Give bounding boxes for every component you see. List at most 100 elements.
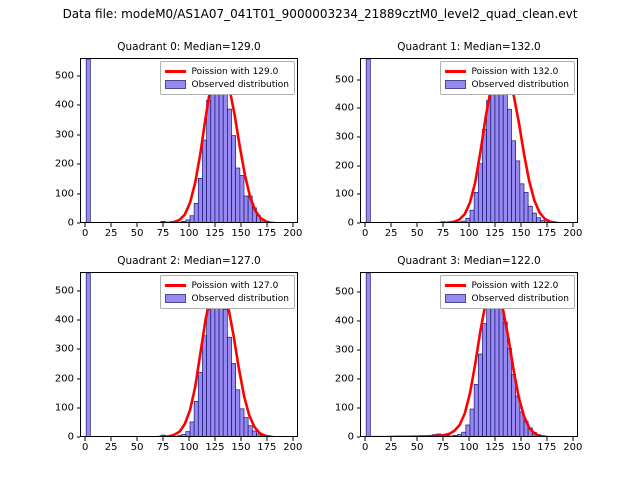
x-tick-mark [494, 437, 496, 441]
y-tick-label: 400 [54, 314, 74, 326]
subplot-title-quadrant-1: Quadrant 1: Median=132.0 [397, 41, 541, 53]
y-tick-mark [356, 436, 360, 438]
x-tick-label: 100 [459, 228, 479, 239]
histogram-bar [181, 221, 187, 222]
y-tick-label: 300 [54, 343, 74, 355]
legend-quadrant-0[interactable]: Poission with 129.0 Observed distribution [159, 61, 295, 95]
histogram-bar [268, 221, 274, 222]
x-tick-label: 0 [82, 228, 89, 239]
x-tick-label: 25 [384, 442, 398, 453]
histogram-bar [502, 85, 508, 222]
x-tick-label: 25 [104, 228, 118, 239]
histogram-bar [235, 389, 241, 436]
legend-patch-swatch-icon [164, 294, 186, 303]
x-tick-mark [214, 437, 216, 441]
y-tick-mark [356, 107, 360, 109]
y-tick-mark [76, 407, 80, 409]
y-tick-label: 300 [334, 344, 354, 356]
y-tick-mark [76, 193, 80, 195]
histogram-bar [511, 140, 517, 222]
histogram-bar [202, 335, 207, 436]
histogram-bar [461, 220, 467, 222]
histogram-bar [202, 139, 207, 222]
x-tick-mark [468, 223, 470, 227]
histogram-bar [482, 323, 487, 436]
histogram-bar [473, 192, 479, 222]
histogram-bar [477, 353, 483, 436]
histogram-bar [227, 108, 232, 222]
x-tick-label: 25 [384, 228, 398, 239]
histogram-bar [210, 79, 216, 222]
x-tick-label: 100 [179, 228, 199, 239]
x-tick-label: 200 [283, 442, 303, 453]
x-tick-label: 50 [130, 228, 144, 239]
legend-entry-poisson: Poission with 122.0 [444, 279, 569, 292]
legend-label-poisson: Poission with 127.0 [191, 280, 279, 291]
y-tick-mark [76, 222, 80, 224]
histogram-bar [365, 59, 371, 222]
x-tick-mark [162, 223, 164, 227]
histogram-bar [448, 435, 454, 436]
histogram-bar [189, 215, 195, 222]
histogram-bar [243, 195, 249, 222]
histogram-bar [498, 298, 504, 436]
x-tick-mark [572, 223, 574, 227]
histogram-bars-quadrant-0 [85, 59, 274, 222]
y-tick-label: 0 [347, 431, 354, 443]
histogram-bar [210, 291, 216, 436]
legend-line-swatch-icon [444, 70, 466, 73]
histogram-bar [465, 424, 471, 436]
y-tick-label: 0 [67, 431, 74, 443]
y-tick-label: 400 [334, 315, 354, 327]
histogram-bars-quadrant-1 [365, 59, 550, 222]
histogram-bar [515, 160, 521, 222]
histogram-bar [473, 384, 479, 436]
legend-label-poisson: Poission with 122.0 [471, 280, 559, 291]
histogram-bar [527, 205, 533, 222]
y-tick-mark [356, 222, 360, 224]
legend-entry-poisson: Poission with 127.0 [164, 279, 289, 292]
y-tick-label: 200 [54, 373, 74, 385]
y-tick-label: 200 [334, 373, 354, 385]
histogram-bar [239, 408, 245, 436]
y-tick-mark [76, 75, 80, 77]
histogram-bar [477, 163, 483, 222]
x-tick-mark [442, 437, 444, 441]
legend-quadrant-1[interactable]: Poission with 132.0 Observed distribution [439, 61, 575, 95]
x-tick-mark [266, 437, 268, 441]
histogram-bar [490, 292, 496, 436]
histogram-bar [540, 435, 546, 436]
x-tick-label: 50 [130, 442, 144, 453]
legend-line-swatch-icon [444, 284, 466, 287]
subplot-quadrant-1: Quadrant 1: Median=132.0 0 100 200 300 400 500… [335, 41, 582, 239]
histogram-bar [222, 85, 228, 222]
y-tick-mark [76, 319, 80, 321]
legend-entry-observed: Observed distribution [164, 292, 289, 305]
legend-label-poisson: Poission with 129.0 [191, 66, 279, 77]
y-tick-mark [76, 436, 80, 438]
histogram-bar [231, 363, 237, 436]
legend-label-observed: Observed distribution [471, 293, 569, 304]
x-tick-label: 175 [537, 228, 557, 239]
x-tick-mark [292, 437, 294, 441]
histogram-bar [365, 273, 371, 436]
y-tick-mark [356, 378, 360, 380]
legend-quadrant-3[interactable]: Poission with 122.0 Observed distribution [439, 275, 575, 309]
plot-canvas-quadrant-0 [85, 59, 277, 222]
histogram-bar [193, 401, 199, 436]
histogram-bars-quadrant-2 [85, 273, 266, 436]
histogram-bar [469, 408, 475, 436]
legend-entry-observed: Observed distribution [444, 78, 569, 91]
histogram-bar [486, 100, 492, 222]
x-tick-label: 0 [362, 228, 369, 239]
x-tick-mark [546, 223, 548, 227]
x-tick-label: 200 [563, 442, 583, 453]
x-tick-mark [572, 437, 574, 441]
histogram-bar [544, 221, 550, 222]
legend-quadrant-2[interactable]: Poission with 127.0 Observed distribution [159, 275, 295, 309]
legend-label-observed: Observed distribution [191, 293, 289, 304]
histogram-bar [239, 175, 245, 222]
y-tick-mark [76, 348, 80, 350]
histogram-bar [251, 430, 257, 436]
histogram-bar [494, 74, 500, 222]
